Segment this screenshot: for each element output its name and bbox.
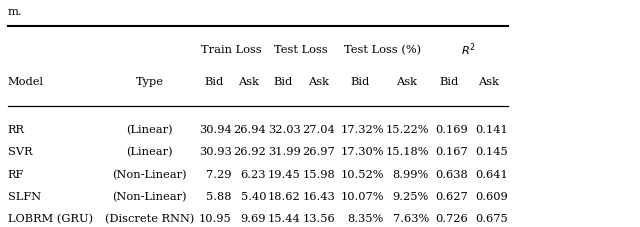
Text: m.: m. [8, 7, 22, 17]
Text: 27.04: 27.04 [303, 124, 335, 134]
Text: 16.43: 16.43 [303, 191, 335, 201]
Text: 10.95: 10.95 [199, 213, 232, 223]
Text: 19.45: 19.45 [268, 169, 301, 179]
Text: 26.92: 26.92 [234, 147, 266, 157]
Text: (Linear): (Linear) [127, 146, 173, 157]
Text: 6.23: 6.23 [241, 169, 266, 179]
Text: 0.141: 0.141 [476, 124, 508, 134]
Text: Test Loss (%): Test Loss (%) [344, 45, 420, 55]
Text: 18.62: 18.62 [268, 191, 301, 201]
Text: 26.94: 26.94 [234, 124, 266, 134]
Text: 9.69: 9.69 [241, 213, 266, 223]
Text: Bid: Bid [274, 77, 293, 87]
Text: 0.627: 0.627 [436, 191, 468, 201]
Text: Ask: Ask [478, 77, 499, 87]
Text: 17.30%: 17.30% [340, 147, 384, 157]
Text: 15.98: 15.98 [303, 169, 335, 179]
Text: SLFN: SLFN [8, 191, 41, 201]
Text: Bid: Bid [350, 77, 369, 87]
Text: 9.25%: 9.25% [392, 191, 429, 201]
Text: 0.638: 0.638 [436, 169, 468, 179]
Text: (Discrete RNN): (Discrete RNN) [105, 213, 195, 224]
Text: Bid: Bid [205, 77, 224, 87]
Text: 0.726: 0.726 [436, 213, 468, 223]
Text: 8.99%: 8.99% [392, 169, 429, 179]
Text: 0.169: 0.169 [436, 124, 468, 134]
Text: (Linear): (Linear) [127, 124, 173, 135]
Text: Ask: Ask [308, 77, 328, 87]
Text: 17.32%: 17.32% [340, 124, 384, 134]
Text: 8.35%: 8.35% [348, 213, 384, 223]
Text: Bid: Bid [439, 77, 458, 87]
Text: 0.609: 0.609 [476, 191, 508, 201]
Text: SVR: SVR [8, 147, 32, 157]
Text: 7.29: 7.29 [206, 169, 232, 179]
Text: Train Loss: Train Loss [202, 45, 262, 55]
Text: 0.167: 0.167 [436, 147, 468, 157]
Text: 31.99: 31.99 [268, 147, 301, 157]
Text: 0.675: 0.675 [476, 213, 508, 223]
Text: 10.07%: 10.07% [340, 191, 384, 201]
Text: LOBRM (GRU): LOBRM (GRU) [8, 213, 93, 224]
Text: 0.641: 0.641 [476, 169, 508, 179]
Text: Type: Type [136, 77, 164, 87]
Text: 15.22%: 15.22% [385, 124, 429, 134]
Text: Ask: Ask [239, 77, 259, 87]
Text: 5.88: 5.88 [206, 191, 232, 201]
Text: 5.40: 5.40 [241, 191, 266, 201]
Text: 15.44: 15.44 [268, 213, 301, 223]
Text: (Non-Linear): (Non-Linear) [113, 191, 187, 201]
Text: Ask: Ask [396, 77, 417, 87]
Text: $R^2$: $R^2$ [461, 42, 476, 58]
Text: 10.52%: 10.52% [340, 169, 384, 179]
Text: 13.56: 13.56 [303, 213, 335, 223]
Text: Model: Model [8, 77, 44, 87]
Text: Test Loss: Test Loss [274, 45, 328, 55]
Text: 7.63%: 7.63% [392, 213, 429, 223]
Text: (Non-Linear): (Non-Linear) [113, 169, 187, 179]
Text: 30.93: 30.93 [199, 147, 232, 157]
Text: RR: RR [8, 124, 25, 134]
Text: 30.94: 30.94 [199, 124, 232, 134]
Text: 0.145: 0.145 [476, 147, 508, 157]
Text: 26.97: 26.97 [303, 147, 335, 157]
Text: RF: RF [8, 169, 24, 179]
Text: 32.03: 32.03 [268, 124, 301, 134]
Text: 15.18%: 15.18% [385, 147, 429, 157]
